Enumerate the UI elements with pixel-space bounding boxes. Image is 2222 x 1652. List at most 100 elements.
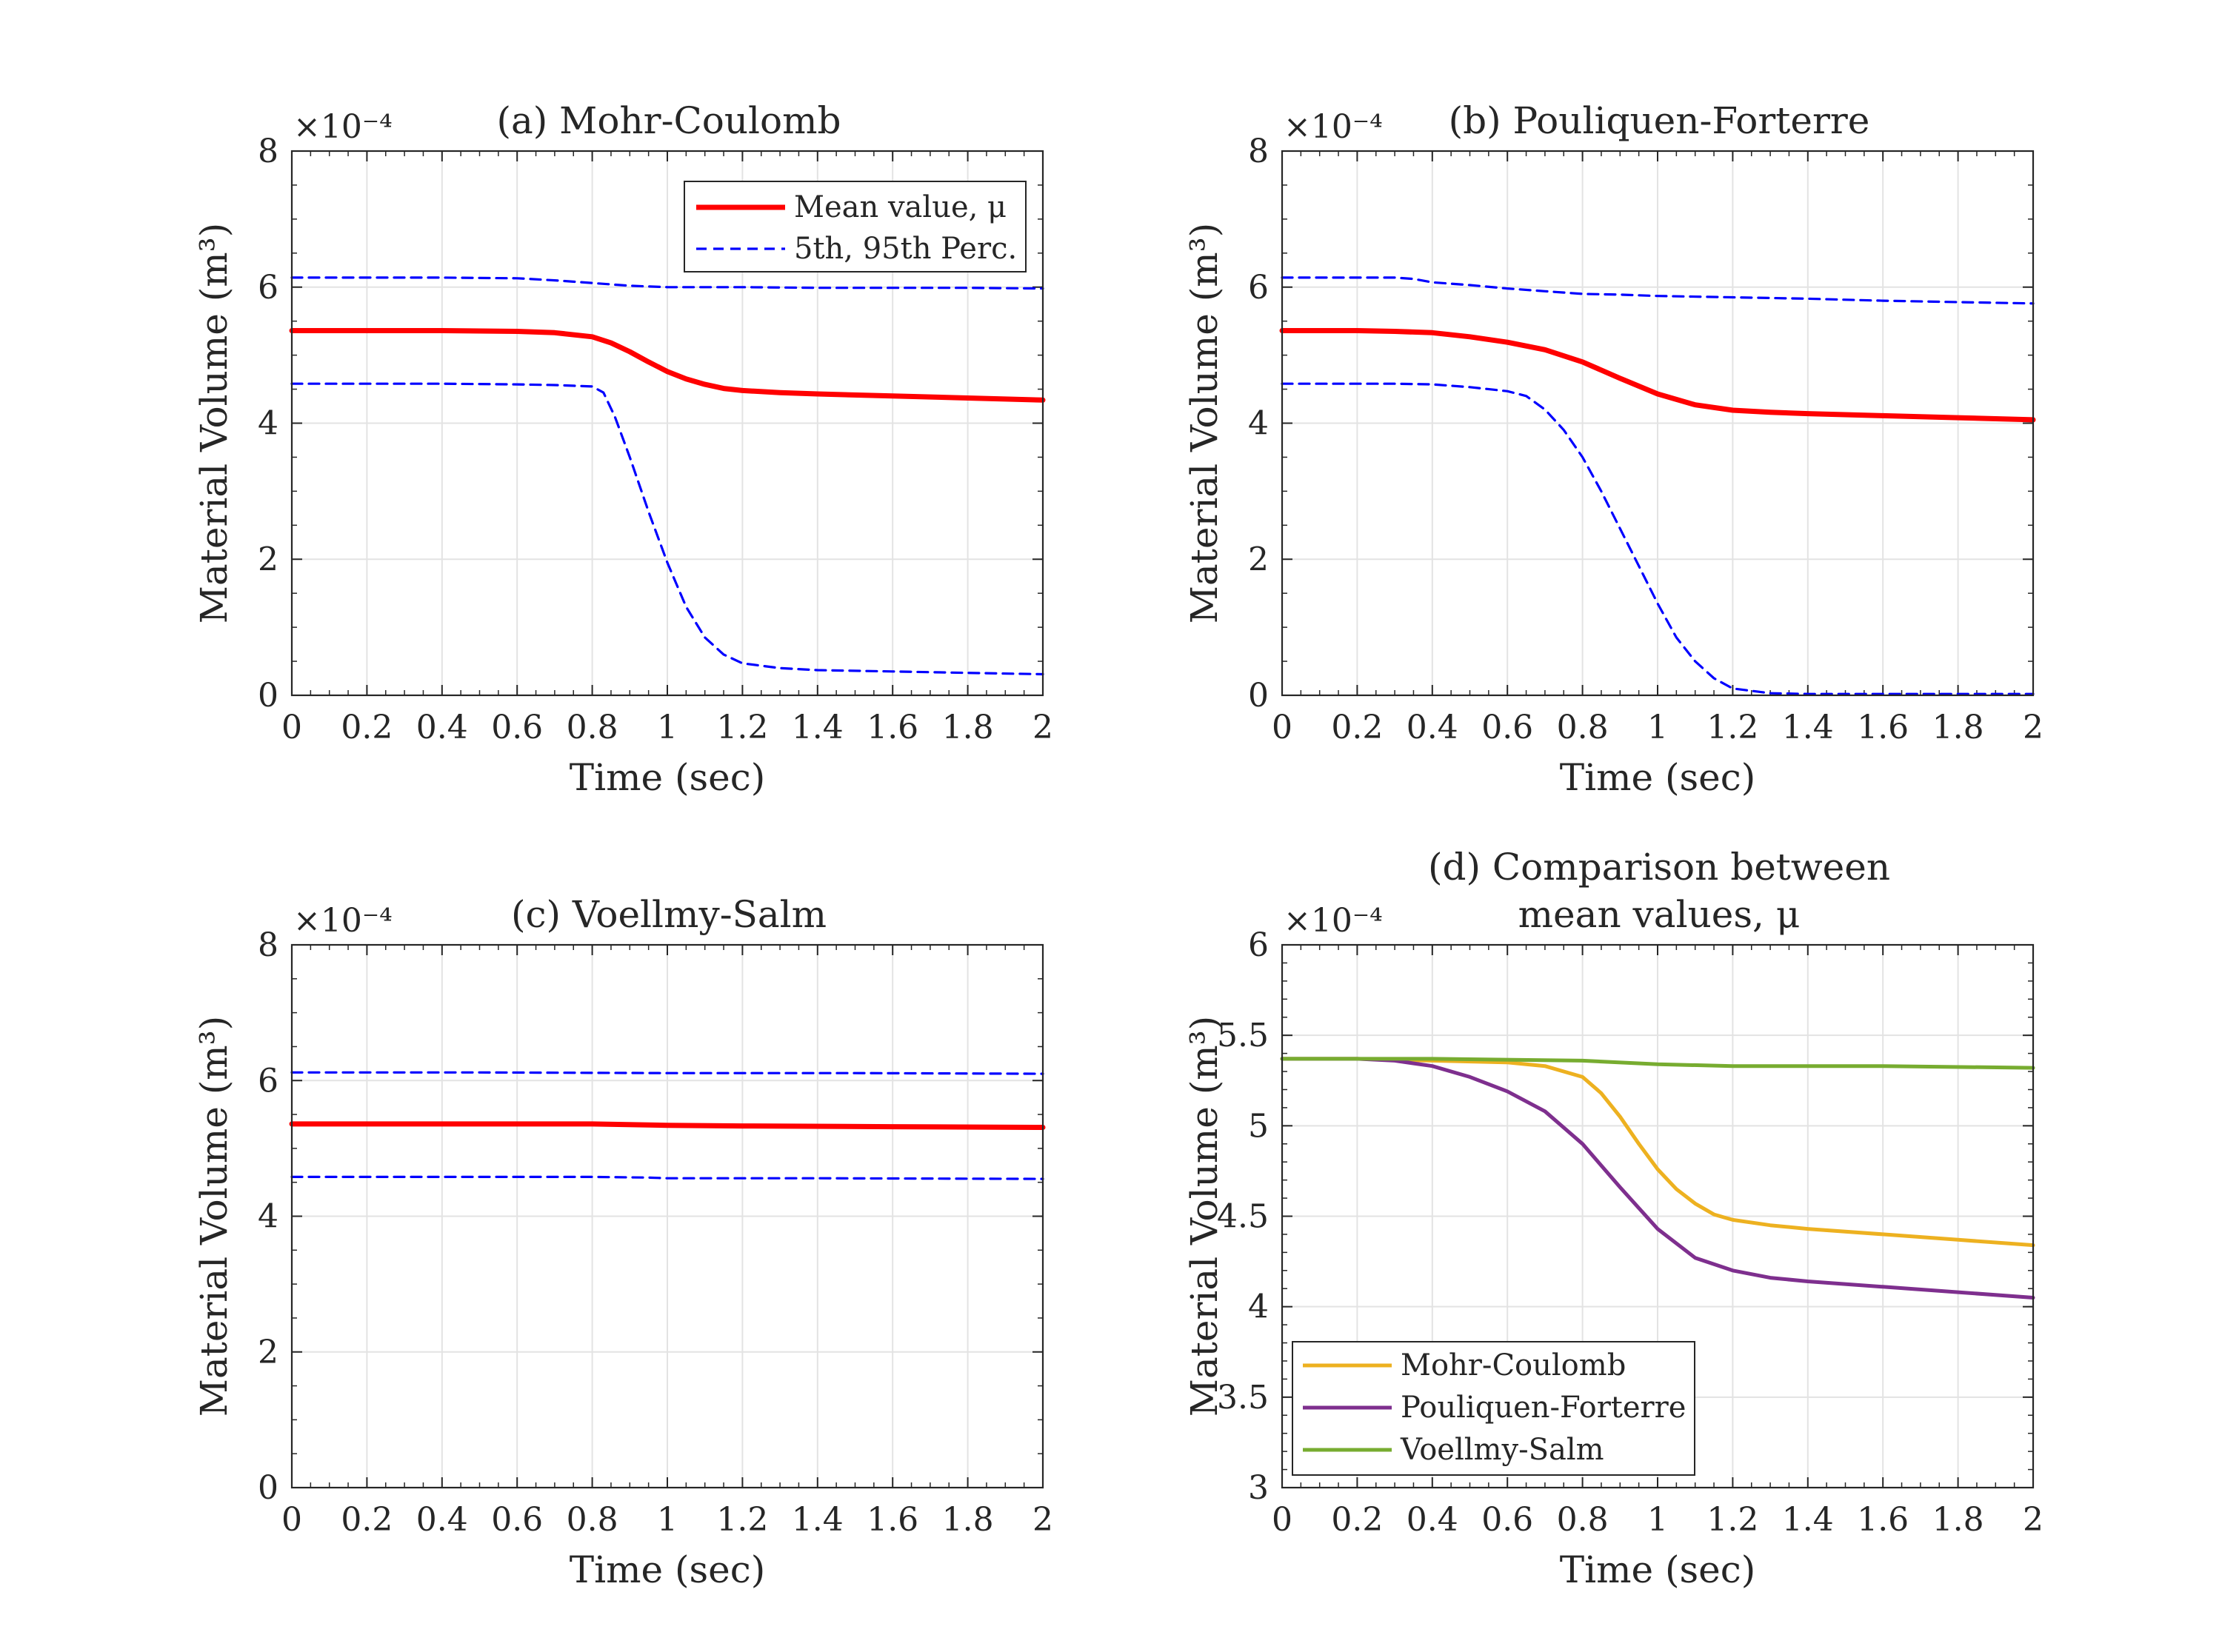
y-tick-label: 4	[258, 405, 278, 443]
x-tick-label: 1.4	[1782, 1501, 1834, 1539]
y-tick-label: 8	[1248, 133, 1269, 170]
series-group	[1279, 276, 2036, 695]
x-tick-label: 1	[1647, 1501, 1668, 1539]
y-axis-label: Material Volume (m³)	[1183, 223, 1226, 623]
chart-title: (a) Mohr-Coulomb	[496, 99, 841, 142]
x-tick-label: 1.2	[716, 709, 768, 746]
series-line-5th-95th-perc-	[290, 276, 1044, 290]
y-tick-label: 6	[1248, 269, 1269, 307]
y-axis-label: Material Volume (m³)	[193, 223, 236, 623]
x-axis-label: Time (sec)	[570, 1548, 766, 1591]
x-tick-label: 1.8	[1932, 1501, 1984, 1539]
y-tick-label: 3.5	[1217, 1379, 1269, 1417]
y-multiplier: ×10⁻⁴	[293, 902, 393, 940]
y-axis: 0 2 4 6 8	[1248, 133, 2033, 715]
y-tick-label: 5.5	[1217, 1017, 1269, 1054]
chart-title: (c) Voellmy-Salm	[511, 893, 827, 936]
x-tick-label: 0.8	[567, 1501, 618, 1539]
x-tick-label: 0.4	[1407, 709, 1458, 746]
axes-box	[290, 150, 1044, 697]
x-tick-label: 0.6	[1481, 709, 1533, 746]
y-tick-label: 6	[258, 1062, 278, 1100]
axes-box	[290, 943, 1044, 1489]
x-tick-label: 0.4	[416, 1501, 468, 1539]
x-axis: 0 0.2 0.4 0.6 0.8 1 1.2 1.4 1.6 1.8 2	[1272, 945, 2043, 1539]
panel-c: 0 0.2 0.4 0.6 0.8 1 1.2 1.4 1.6 1.8 2 0 2 4 6 8 ×10⁻⁴ (c)…	[193, 893, 1053, 1591]
x-tick-label: 0.4	[1407, 1501, 1458, 1539]
x-axis-label: Time (sec)	[1560, 1548, 1756, 1591]
y-tick-label: 3	[1248, 1469, 1269, 1507]
series-group	[289, 1071, 1046, 1180]
legend-label: 5th, 95th Perc.	[794, 232, 1017, 266]
x-tick-label: 0.2	[1331, 709, 1383, 746]
x-axis: 0 0.2 0.4 0.6 0.8 1 1.2 1.4 1.6 1.8 2	[281, 945, 1053, 1539]
series-line-5th-95th-perc-	[290, 1071, 1044, 1075]
series-group	[1280, 1057, 2035, 1300]
x-tick-label: 1.2	[1706, 709, 1758, 746]
x-tick-label: 0.4	[416, 709, 468, 746]
y-tick-label: 0	[258, 677, 278, 715]
x-tick-label: 0.8	[567, 709, 618, 746]
y-axis-label: Material Volume (m³)	[193, 1016, 236, 1417]
x-tick-label: 1.6	[867, 1501, 918, 1539]
x-tick-label: 1.8	[942, 709, 994, 746]
series-line-mean-value-	[1279, 328, 2036, 423]
y-tick-label: 0	[258, 1469, 278, 1507]
x-tick-label: 1.8	[942, 1501, 994, 1539]
series-line-mohr-coulomb	[1280, 1057, 2035, 1248]
x-tick-label: 1	[657, 1501, 678, 1539]
y-multiplier: ×10⁻⁴	[1284, 108, 1383, 146]
series-group	[289, 276, 1046, 676]
x-axis-label: Time (sec)	[1560, 756, 1756, 799]
x-tick-label: 1.4	[792, 1501, 844, 1539]
x-tick-label: 0	[281, 709, 302, 746]
y-tick-label: 0	[1248, 677, 1269, 715]
x-tick-label: 1.6	[1857, 709, 1909, 746]
x-tick-label: 0.8	[1557, 709, 1609, 746]
x-tick-label: 0.6	[491, 709, 543, 746]
legend-label: Mohr-Coulomb	[1401, 1348, 1626, 1382]
x-tick-label: 1.4	[792, 709, 844, 746]
panel-d: 0 0.2 0.4 0.6 0.8 1 1.2 1.4 1.6 1.8 2 3 3.5 4 4.5 5 5.5 6…	[1183, 846, 2043, 1591]
x-axis-label: Time (sec)	[570, 756, 766, 799]
legend-label: Mean value, μ	[794, 190, 1007, 224]
series-line-5th-95th-perc-	[1281, 276, 2035, 305]
legend-label: Pouliquen-Forterre	[1401, 1391, 1686, 1425]
y-tick-label: 2	[258, 541, 278, 578]
x-tick-label: 1.6	[867, 709, 918, 746]
series-line-mean-value-	[289, 328, 1046, 403]
x-tick-label: 0	[281, 1501, 302, 1539]
x-tick-label: 1.2	[716, 1501, 768, 1539]
series-line-pouliquen-forterre	[1280, 1057, 2035, 1300]
panel-b: 0 0.2 0.4 0.6 0.8 1 1.2 1.4 1.6 1.8 2 0 2 4 6 8 ×10⁻⁴ (b)…	[1183, 99, 2043, 799]
x-tick-label: 0.6	[1481, 1501, 1533, 1539]
series-line-voellmy-salm	[1280, 1057, 2035, 1070]
chart-title: mean values, μ	[1518, 893, 1801, 936]
x-tick-label: 1	[1647, 709, 1668, 746]
x-tick-label: 0	[1272, 1501, 1292, 1539]
x-tick-label: 2	[2023, 709, 2043, 746]
x-tick-label: 1.4	[1782, 709, 1834, 746]
y-tick-label: 6	[1248, 926, 1269, 964]
y-tick-label: 5	[1248, 1107, 1269, 1145]
y-axis: 0 2 4 6 8	[258, 926, 1043, 1507]
series-line-lower-percentile	[1281, 382, 2035, 695]
y-tick-label: 4	[258, 1198, 278, 1236]
series-line-lower-percentile	[290, 1175, 1044, 1180]
y-tick-label: 2	[258, 1334, 278, 1371]
x-tick-label: 0.8	[1557, 1501, 1609, 1539]
legend: Mohr-Coulomb Pouliquen-Forterre Voellmy-Sa…	[1292, 1341, 1695, 1476]
x-tick-label: 1.2	[1706, 1501, 1758, 1539]
x-axis: 0 0.2 0.4 0.6 0.8 1 1.2 1.4 1.6 1.8 2	[281, 151, 1053, 746]
panel-a: 0 0.2 0.4 0.6 0.8 1 1.2 1.4 1.6 1.8 2 0 2 4 6 8 ×10⁻⁴ (a)…	[193, 99, 1053, 799]
y-tick-label: 8	[258, 133, 278, 170]
x-tick-label: 0.6	[491, 1501, 543, 1539]
x-tick-label: 0.2	[341, 709, 393, 746]
x-tick-label: 0	[1272, 709, 1292, 746]
x-tick-label: 1	[657, 709, 678, 746]
x-tick-label: 2	[1032, 709, 1053, 746]
x-tick-label: 0.2	[341, 1501, 393, 1539]
legend-box	[684, 181, 1027, 272]
axes-box	[1281, 150, 2035, 697]
y-axis: 3 3.5 4 4.5 5 5.5 6	[1217, 926, 2033, 1507]
